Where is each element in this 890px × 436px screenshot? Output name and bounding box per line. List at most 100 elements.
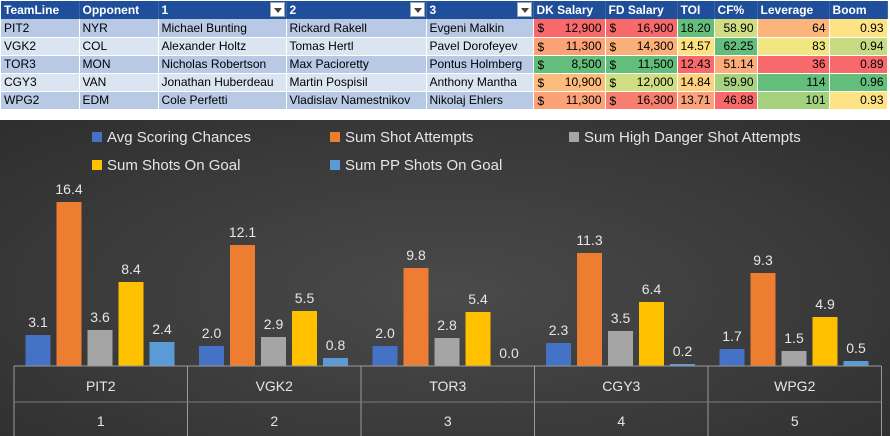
cell-teamline[interactable]: PIT2	[1, 19, 80, 38]
legend-label[interactable]: Sum Shots On Goal	[107, 157, 240, 174]
cell-player-3[interactable]: Evgeni Malkin	[426, 19, 534, 38]
bar[interactable]	[292, 311, 317, 366]
cell-leverage[interactable]: 101	[757, 91, 830, 110]
header-leverage[interactable]: Leverage	[757, 1, 830, 19]
header-player-2[interactable]: 2	[286, 1, 427, 19]
cell-fd-salary[interactable]: $16,900	[605, 19, 678, 38]
cell-player-3[interactable]: Pontus Holmberg	[426, 55, 534, 74]
cell-leverage[interactable]: 36	[757, 55, 830, 74]
bar[interactable]	[199, 346, 224, 366]
cell-leverage[interactable]: 83	[757, 37, 830, 56]
cell-teamline[interactable]: VGK2	[1, 37, 80, 56]
data-label: 3.6	[90, 309, 110, 325]
cell-teamline[interactable]: TOR3	[1, 55, 80, 74]
cell-cf-percent[interactable]: 58.90	[714, 19, 758, 38]
cell-fd-salary[interactable]: $16,300	[605, 91, 678, 110]
cell-toi[interactable]: 12.43	[677, 55, 715, 74]
legend-label[interactable]: Avg Scoring Chances	[107, 129, 251, 146]
cell-player-2[interactable]: Rickard Rakell	[286, 19, 427, 38]
bar[interactable]	[118, 282, 144, 366]
bar[interactable]	[546, 343, 571, 366]
filter-dropdown-icon[interactable]	[269, 2, 285, 17]
header-boom[interactable]: Boom	[829, 1, 888, 19]
cell-toi[interactable]: 13.71	[677, 91, 715, 110]
cell-cf-percent[interactable]: 62.25	[714, 37, 758, 56]
cell-boom[interactable]: 0.93	[829, 91, 888, 110]
bar[interactable]	[781, 351, 807, 366]
cell-player-1[interactable]: Nicholas Robertson	[158, 55, 287, 74]
cell-player-3[interactable]: Nikolaj Ehlers	[426, 91, 534, 110]
cell-player-2[interactable]: Martin Pospisil	[286, 73, 427, 92]
header-toi[interactable]: TOI	[677, 1, 715, 19]
cell-fd-salary[interactable]: $12,000	[605, 73, 678, 92]
bar[interactable]	[670, 364, 695, 366]
bar[interactable]	[639, 302, 664, 366]
cell-cf-percent[interactable]: 46.88	[714, 91, 758, 110]
cell-dk-salary[interactable]: $10,900	[533, 73, 606, 92]
legend-label[interactable]: Sum High Danger Shot Attempts	[584, 129, 801, 146]
bar[interactable]	[719, 349, 745, 366]
cell-cf-percent[interactable]: 59.90	[714, 73, 758, 92]
filter-dropdown-icon[interactable]	[409, 2, 425, 17]
cell-toi[interactable]: 18.20	[677, 19, 715, 38]
cell-dk-salary[interactable]: $11,300	[533, 91, 606, 110]
bar[interactable]	[465, 312, 491, 366]
bar[interactable]	[403, 268, 429, 366]
cell-player-2[interactable]: Max Pacioretty	[286, 55, 427, 74]
cell-player-3[interactable]: Pavel Dorofeyev	[426, 37, 534, 56]
cell-opponent[interactable]: EDM	[79, 91, 159, 110]
bar[interactable]	[434, 338, 460, 366]
cell-fd-salary[interactable]: $14,300	[605, 37, 678, 56]
cell-cf-percent[interactable]: 51.14	[714, 55, 758, 74]
cell-opponent[interactable]: NYR	[79, 19, 159, 38]
cell-player-1[interactable]: Cole Perfetti	[158, 91, 287, 110]
bar[interactable]	[812, 317, 838, 366]
salary-value: 11,300	[565, 39, 602, 53]
legend-label[interactable]: Sum PP Shots On Goal	[345, 157, 502, 174]
cell-player-1[interactable]: Michael Bunting	[158, 19, 287, 38]
cell-opponent[interactable]: COL	[79, 37, 159, 56]
bar[interactable]	[372, 346, 398, 366]
cell-dk-salary[interactable]: $11,300	[533, 37, 606, 56]
cell-dk-salary[interactable]: $12,900	[533, 19, 606, 38]
cell-player-1[interactable]: Jonathan Huberdeau	[158, 73, 287, 92]
header-teamline[interactable]: TeamLine	[1, 1, 80, 19]
cell-player-2[interactable]: Tomas Hertl	[286, 37, 427, 56]
bar[interactable]	[608, 331, 633, 366]
header-player-1[interactable]: 1	[158, 1, 287, 19]
cell-dk-salary[interactable]: $8,500	[533, 55, 606, 74]
bar[interactable]	[750, 273, 776, 366]
cell-toi[interactable]: 14.57	[677, 37, 715, 56]
header-opponent[interactable]: Opponent	[79, 1, 159, 19]
bar[interactable]	[843, 361, 869, 366]
cell-opponent[interactable]: MON	[79, 55, 159, 74]
bar[interactable]	[230, 245, 255, 366]
cell-boom[interactable]: 0.94	[829, 37, 888, 56]
cell-teamline[interactable]: WPG2	[1, 91, 80, 110]
bar[interactable]	[323, 358, 348, 366]
bar[interactable]	[261, 337, 286, 366]
header-dk-salary[interactable]: DK Salary	[533, 1, 606, 19]
bar[interactable]	[87, 330, 113, 366]
cell-boom[interactable]: 0.89	[829, 55, 888, 74]
filter-dropdown-icon[interactable]	[516, 2, 532, 17]
bar[interactable]	[577, 253, 602, 366]
bar[interactable]	[149, 342, 175, 366]
cell-toi[interactable]: 14.84	[677, 73, 715, 92]
cell-leverage[interactable]: 114	[757, 73, 830, 92]
header-player-3[interactable]: 3	[426, 1, 534, 19]
cell-leverage[interactable]: 64	[757, 19, 830, 38]
cell-fd-salary[interactable]: $11,500	[605, 55, 678, 74]
bar[interactable]	[56, 202, 82, 366]
legend-label[interactable]: Sum Shot Attempts	[345, 129, 473, 146]
cell-player-3[interactable]: Anthony Mantha	[426, 73, 534, 92]
bar[interactable]	[25, 335, 51, 366]
header-cf-percent[interactable]: CF%	[714, 1, 758, 19]
cell-teamline[interactable]: CGY3	[1, 73, 80, 92]
cell-player-2[interactable]: Vladislav Namestnikov	[286, 91, 427, 110]
cell-player-1[interactable]: Alexander Holtz	[158, 37, 287, 56]
cell-opponent[interactable]: VAN	[79, 73, 159, 92]
header-fd-salary[interactable]: FD Salary	[605, 1, 678, 19]
cell-boom[interactable]: 0.93	[829, 19, 888, 38]
cell-boom[interactable]: 0.96	[829, 73, 888, 92]
